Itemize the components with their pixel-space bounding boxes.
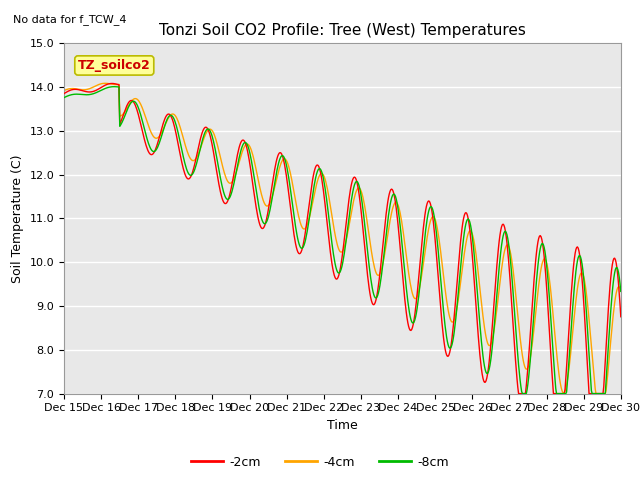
Text: No data for f_TCW_4: No data for f_TCW_4 (13, 14, 126, 25)
Legend: -2cm, -4cm, -8cm: -2cm, -4cm, -8cm (186, 451, 454, 474)
Text: TZ_soilco2: TZ_soilco2 (78, 59, 150, 72)
Title: Tonzi Soil CO2 Profile: Tree (West) Temperatures: Tonzi Soil CO2 Profile: Tree (West) Temp… (159, 23, 526, 38)
X-axis label: Time: Time (327, 419, 358, 432)
Y-axis label: Soil Temperature (C): Soil Temperature (C) (11, 154, 24, 283)
